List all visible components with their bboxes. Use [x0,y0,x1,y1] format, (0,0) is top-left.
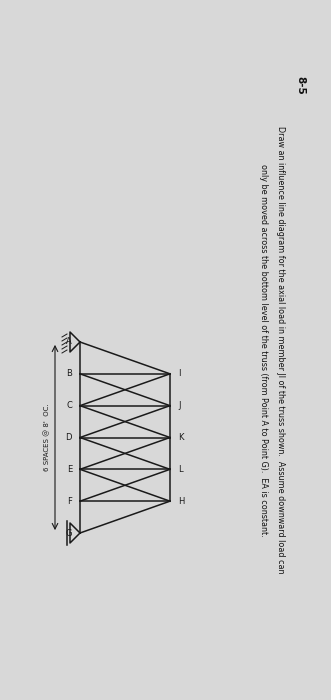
Text: F: F [67,497,72,505]
Text: J: J [178,401,180,410]
Text: Draw an influence line diagram for the axial load in member JI of the truss show: Draw an influence line diagram for the a… [275,126,285,574]
Text: I: I [178,370,180,378]
Text: L: L [178,465,183,474]
Text: 8-5: 8-5 [295,76,305,94]
Text: H: H [178,497,184,505]
Text: K: K [178,433,183,442]
Text: 6 SPACES @ 8'  OC.: 6 SPACES @ 8' OC. [43,404,50,471]
Text: D: D [66,433,72,442]
Text: B: B [66,370,72,378]
Text: G: G [66,528,72,538]
Text: C: C [66,401,72,410]
Text: A: A [66,337,72,346]
Text: only be moved across the bottom level of the truss (from Point A to Point G).  E: only be moved across the bottom level of… [259,164,267,536]
Text: E: E [67,465,72,474]
